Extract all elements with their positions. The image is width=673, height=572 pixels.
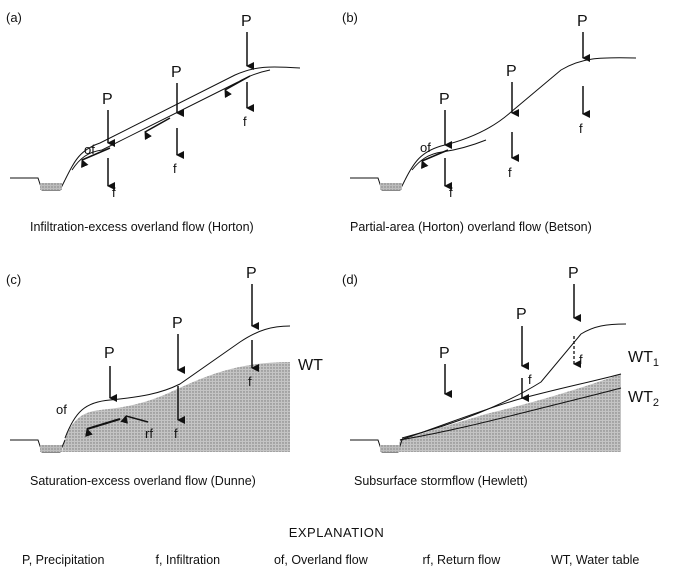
stream-water xyxy=(40,445,62,452)
panel-tag: (a) xyxy=(6,10,22,25)
overland-flow-layer xyxy=(71,69,271,171)
panel-caption: Subsurface stormflow (Hewlett) xyxy=(354,474,528,488)
legend-item: of, Overland flow xyxy=(273,553,368,567)
overland-flow-arrow xyxy=(144,117,171,141)
legend-item: P, Precipitation xyxy=(22,553,105,567)
overland-flow-arrow xyxy=(85,418,121,437)
explanation-title: EXPLANATION xyxy=(288,525,385,540)
water-table-label: WT xyxy=(298,357,323,374)
panel-a: (a) P P P f f f of xyxy=(6,10,301,200)
legend-item: f, Infiltration xyxy=(155,553,221,567)
overland-flow-arrow xyxy=(224,75,251,99)
precip-label: P xyxy=(577,13,588,30)
hillslope-surface xyxy=(64,66,301,181)
infiltration-label: f xyxy=(579,121,583,136)
precip-label: P xyxy=(439,91,450,108)
overland-flow-arrow xyxy=(421,149,449,170)
precip-label: P xyxy=(439,345,450,362)
infiltration-label: f xyxy=(449,185,453,200)
precip-label: P xyxy=(172,315,183,332)
overland-flow-label: of xyxy=(420,140,431,155)
saturated-zone xyxy=(398,374,621,452)
panel-c: (c) rf of P P P f f WT xyxy=(6,265,323,453)
precip-label: P xyxy=(102,91,113,108)
precip-label: P xyxy=(104,345,115,362)
infiltration-label: f xyxy=(508,165,512,180)
panel-caption: Infiltration-excess overland flow (Horto… xyxy=(30,220,254,234)
water-table-2-label: WT2 xyxy=(628,389,659,409)
overland-flow-label: of xyxy=(84,142,95,157)
return-flow-label: rf xyxy=(145,426,153,441)
hillslope-surface xyxy=(401,323,627,439)
overland-flow-label: of xyxy=(56,402,67,417)
legend-item: rf, Return flow xyxy=(422,553,501,567)
stream-water xyxy=(380,445,400,452)
water-table-lower xyxy=(399,387,622,441)
panel-caption: Saturation-excess overland flow (Dunne) xyxy=(30,474,256,488)
panel-caption: Partial-area (Horton) overland flow (Bet… xyxy=(350,220,592,234)
saturated-zone xyxy=(62,362,290,452)
panel-tag: (c) xyxy=(6,272,21,287)
precip-label: P xyxy=(246,265,257,282)
infiltration-label: f xyxy=(248,374,252,389)
explanation-legend: P, Precipitation f, Infiltration of, Ove… xyxy=(22,553,639,567)
precip-label: P xyxy=(241,13,252,30)
legend-item: WT, Water table xyxy=(550,553,640,567)
panel-tag: (b) xyxy=(342,10,358,25)
precip-label: P xyxy=(568,265,579,282)
stream-water xyxy=(380,183,402,190)
water-table-upper xyxy=(399,373,622,441)
water-table-1-label: WT1 xyxy=(628,349,659,369)
infiltration-label: f xyxy=(528,372,532,387)
overland-flow-arrow xyxy=(81,147,111,169)
hillslope-surface xyxy=(404,57,637,181)
stream-water xyxy=(40,183,62,190)
precip-label: P xyxy=(516,306,527,323)
infiltration-label: f xyxy=(173,161,177,176)
infiltration-label: f xyxy=(112,185,116,200)
panel-tag: (d) xyxy=(342,272,358,287)
panel-b: (b) P P P f f f of xyxy=(342,10,637,200)
infiltration-label: f xyxy=(243,114,247,129)
infiltration-label: f xyxy=(579,352,583,367)
infiltration-label: f xyxy=(174,426,178,441)
precip-label: P xyxy=(171,64,182,81)
hillslope-surface xyxy=(64,325,291,439)
precip-label: P xyxy=(506,63,517,80)
panel-d: (d) P P P f f WT1 WT2 xyxy=(342,265,659,453)
return-flow-arrow xyxy=(120,415,149,424)
